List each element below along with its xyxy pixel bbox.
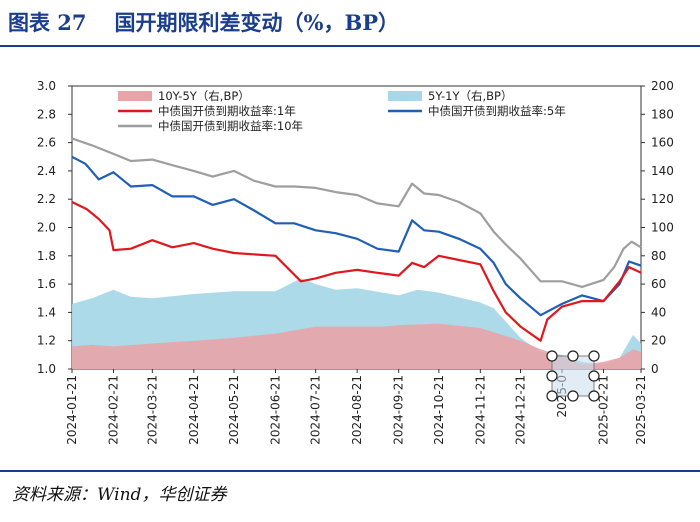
right-tick-label: 20 [651,334,666,348]
x-tick-label: 2024-04-21 [187,375,201,445]
x-tick-label: 2024-07-21 [309,375,323,445]
left-tick-label: 1.8 [37,249,56,263]
x-tick-label: 2025-03-21 [634,375,648,445]
series-line-1y [71,201,642,342]
x-tick-label: 2025-02-21 [597,375,611,445]
series-line-10y [71,137,642,288]
selection-handle[interactable] [588,370,600,382]
x-tick-label: 2024-01-21 [65,375,79,445]
left-tick-label: 1.2 [37,334,56,348]
selection-handle[interactable] [588,350,600,362]
figure-caption: 国开期限利差变动（%，BP） [114,10,400,35]
legend-label: 5Y-1Y（右,BP） [428,89,512,103]
left-tick-label: 2.6 [37,136,56,150]
left-tick-label: 2.2 [37,192,56,206]
right-tick-label: 0 [651,362,659,376]
selection-handle[interactable] [546,350,558,362]
x-tick-label: 2024-02-21 [107,375,121,445]
bottom-divider [0,470,700,472]
x-tick-label: 2024-06-21 [269,375,283,445]
left-tick-label: 2.8 [37,107,56,121]
left-tick-label: 1.4 [37,305,56,319]
legend-swatch [118,91,152,101]
selection-handle[interactable] [588,390,600,402]
source-note: 资料来源：Wind，华创证券 [12,485,227,505]
right-tick-label: 80 [651,249,666,263]
right-tick-label: 40 [651,305,666,319]
legend-label: 中债国开债到期收益率:10年 [158,119,303,133]
x-tick-label: 2024-08-21 [350,375,364,445]
selection-handle[interactable] [567,350,579,362]
series-line-5y [71,155,642,317]
legend-label: 10Y-5Y（右,BP） [158,89,250,103]
x-tick-label: 2024-12-21 [514,375,528,445]
right-tick-label: 140 [651,164,674,178]
left-tick-label: 2.4 [37,164,56,178]
yield-spread-chart: 1.0 1.2 1.4 1.6 1.8 2.0 2.2 2.4 2.6 2.8 3.0 0 20 40 60… [37,79,674,445]
x-tick-label: 2024-05-21 [227,375,241,445]
figure-title: 图表 27 国开期限利差变动（%，BP） [8,6,692,40]
right-tick-label: 200 [651,79,674,93]
legend-label: 中债国开债到期收益率:5年 [428,104,566,118]
x-tick-label: 2024-09-21 [392,375,406,445]
x-tick-label: 2024-11-21 [473,375,487,445]
right-tick-label: 60 [651,277,666,291]
right-tick-label: 160 [651,136,674,150]
series-area-10y-5y [72,323,641,369]
legend-label: 中债国开债到期收益率:1年 [158,104,296,118]
selection-handle[interactable] [546,370,558,382]
x-tick-label: 2024-10-21 [432,375,446,445]
left-tick-label: 1.6 [37,277,56,291]
selection-handle[interactable] [546,390,558,402]
figure-number: 图表 27 [8,10,87,35]
right-tick-label: 100 [651,221,674,235]
left-tick-label: 1.0 [37,362,56,376]
legend-swatch [388,91,422,101]
selection-handle[interactable] [567,390,579,402]
left-tick-label: 3.0 [37,79,56,93]
right-tick-label: 180 [651,107,674,121]
x-tick-label: 2024-03-21 [145,375,159,445]
right-tick-label: 120 [651,192,674,206]
selection-box [551,355,595,397]
top-divider [0,45,700,47]
left-tick-label: 2.0 [37,221,56,235]
